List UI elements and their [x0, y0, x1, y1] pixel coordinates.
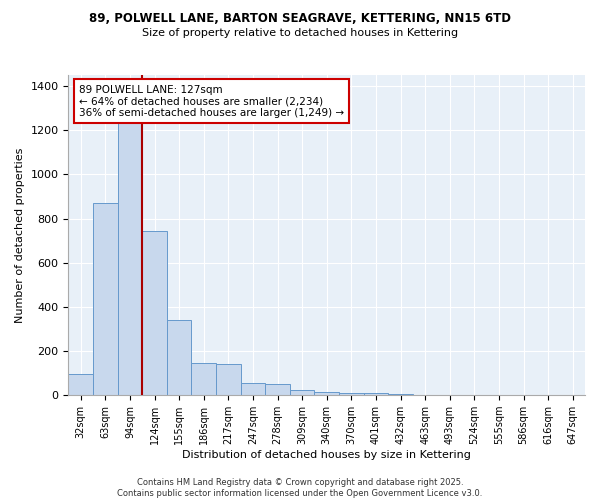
Text: Size of property relative to detached houses in Kettering: Size of property relative to detached ho…	[142, 28, 458, 38]
Bar	[265, 384, 290, 395]
Bar	[388, 394, 413, 395]
X-axis label: Distribution of detached houses by size in Kettering: Distribution of detached houses by size …	[182, 450, 471, 460]
Bar	[241, 383, 265, 395]
Bar	[68, 374, 93, 395]
Bar	[118, 115, 142, 395]
Bar	[191, 363, 216, 395]
Bar	[216, 364, 241, 395]
Bar	[364, 394, 388, 395]
Bar	[339, 393, 364, 395]
Bar	[93, 203, 118, 395]
Bar	[142, 230, 167, 395]
Y-axis label: Number of detached properties: Number of detached properties	[15, 148, 25, 323]
Text: 89, POLWELL LANE, BARTON SEAGRAVE, KETTERING, NN15 6TD: 89, POLWELL LANE, BARTON SEAGRAVE, KETTE…	[89, 12, 511, 26]
Bar	[290, 390, 314, 395]
Text: 89 POLWELL LANE: 127sqm
← 64% of detached houses are smaller (2,234)
36% of semi: 89 POLWELL LANE: 127sqm ← 64% of detache…	[79, 84, 344, 118]
Text: Contains HM Land Registry data © Crown copyright and database right 2025.
Contai: Contains HM Land Registry data © Crown c…	[118, 478, 482, 498]
Bar	[167, 320, 191, 395]
Bar	[314, 392, 339, 395]
